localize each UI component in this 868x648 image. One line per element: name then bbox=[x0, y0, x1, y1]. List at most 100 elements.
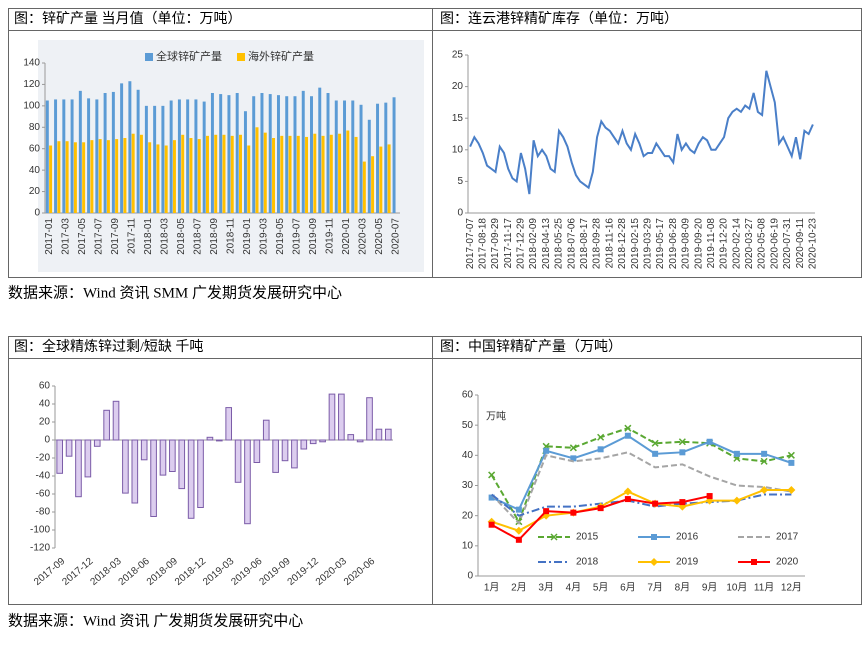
y-tick-label: 40 bbox=[29, 165, 41, 176]
x-tick-label: 6月 bbox=[620, 582, 636, 594]
bar bbox=[57, 141, 61, 213]
bar bbox=[288, 135, 292, 213]
bar bbox=[210, 93, 214, 213]
legend-swatch bbox=[237, 53, 245, 61]
marker bbox=[706, 493, 713, 500]
bar bbox=[234, 439, 242, 483]
y-tick-label: 15 bbox=[452, 113, 464, 124]
bar bbox=[367, 119, 371, 213]
legend-label: 2017 bbox=[776, 532, 799, 543]
bar bbox=[272, 439, 279, 473]
bar bbox=[111, 91, 115, 213]
bar bbox=[346, 130, 350, 213]
bar bbox=[187, 439, 195, 519]
bar bbox=[356, 439, 364, 443]
bar bbox=[95, 99, 99, 213]
x-tick-label: 2017-09 bbox=[110, 218, 121, 255]
y-tick-label: -60 bbox=[36, 489, 51, 500]
marker bbox=[569, 444, 577, 452]
bar bbox=[253, 439, 261, 463]
bar bbox=[140, 439, 148, 461]
marker bbox=[652, 500, 659, 507]
x-tick-label: 10月 bbox=[726, 582, 747, 594]
marker bbox=[624, 496, 631, 503]
bar bbox=[214, 134, 218, 213]
x-tick-label: 2020-03-27 bbox=[744, 218, 755, 270]
bar bbox=[310, 96, 313, 213]
bar bbox=[263, 132, 267, 213]
annotation: 万吨 bbox=[486, 410, 506, 423]
bar bbox=[156, 144, 160, 213]
bar bbox=[338, 133, 342, 213]
bar bbox=[164, 145, 168, 213]
bar bbox=[384, 102, 388, 213]
bar bbox=[159, 439, 167, 476]
marker bbox=[624, 424, 632, 432]
chart-title: 图：中国锌精矿产量（万吨） bbox=[440, 339, 622, 355]
x-tick-label: 12月 bbox=[781, 582, 802, 594]
y-tick-label: -120 bbox=[30, 543, 50, 554]
y-tick-label: 140 bbox=[23, 58, 40, 69]
x-tick-label: 2018-05 bbox=[176, 218, 187, 255]
marker bbox=[515, 536, 522, 543]
bar bbox=[235, 93, 239, 213]
x-tick-label: 2018-11-16 bbox=[604, 218, 615, 269]
bar bbox=[309, 439, 317, 445]
bar bbox=[90, 140, 94, 213]
bar bbox=[291, 439, 298, 469]
y-tick-label: -100 bbox=[30, 525, 50, 536]
bar bbox=[268, 94, 272, 213]
y-tick-label: 20 bbox=[452, 81, 464, 92]
x-tick-label: 2017-07-07 bbox=[465, 218, 476, 270]
bar bbox=[128, 81, 132, 213]
x-tick-label: 2019-11-08 bbox=[706, 218, 717, 269]
bar bbox=[56, 439, 64, 474]
x-tick-label: 5月 bbox=[593, 582, 609, 594]
bar bbox=[296, 135, 300, 213]
bar bbox=[197, 439, 204, 508]
bar bbox=[313, 133, 317, 213]
x-tick-label: 3月 bbox=[538, 582, 554, 594]
marker bbox=[570, 455, 577, 462]
x-tick-label: 2020-06 bbox=[342, 556, 378, 588]
bar bbox=[387, 144, 391, 213]
x-tick-label: 2017-03 bbox=[60, 218, 71, 255]
y-tick-label: 10 bbox=[452, 144, 464, 155]
bar bbox=[177, 99, 181, 213]
line-series bbox=[490, 427, 792, 525]
bar bbox=[62, 99, 66, 213]
y-tick-label: 80 bbox=[29, 122, 41, 133]
bar bbox=[379, 146, 383, 213]
x-tick-label: 2020-07-31 bbox=[782, 218, 793, 270]
bar bbox=[392, 97, 396, 213]
bar bbox=[178, 439, 186, 490]
x-tick-label: 2017-09-29 bbox=[490, 218, 501, 270]
bar bbox=[78, 90, 82, 213]
x-tick-label: 2018-08-17 bbox=[579, 218, 590, 270]
bar bbox=[280, 135, 284, 213]
marker bbox=[488, 494, 495, 501]
source-note: 数据来源：Wind 资讯 SMM 广发期货发展研究中心 bbox=[8, 284, 342, 301]
bar bbox=[366, 397, 373, 441]
chart-title: 图：全球精炼锌过剩/短缺 千吨 bbox=[14, 338, 203, 355]
marker bbox=[515, 506, 522, 513]
bar bbox=[45, 100, 49, 213]
bar bbox=[161, 105, 165, 213]
bar bbox=[326, 93, 330, 213]
bar bbox=[375, 428, 383, 441]
x-tick-label: 2018-11 bbox=[225, 218, 236, 254]
marker bbox=[788, 459, 795, 466]
legend-label: 2018 bbox=[576, 557, 599, 568]
panel-border bbox=[432, 8, 862, 278]
bar bbox=[230, 135, 234, 213]
legend-label: 海外锌矿产量 bbox=[248, 49, 314, 63]
panel-border bbox=[432, 336, 862, 605]
bar bbox=[75, 439, 82, 498]
bar bbox=[276, 95, 280, 213]
marker bbox=[679, 449, 686, 456]
legend-label: 全球锌矿产量 bbox=[156, 49, 222, 63]
x-tick-label: 2019-07 bbox=[291, 218, 302, 255]
y-tick-label: 0 bbox=[457, 208, 463, 219]
y-tick-label: 20 bbox=[39, 417, 51, 428]
